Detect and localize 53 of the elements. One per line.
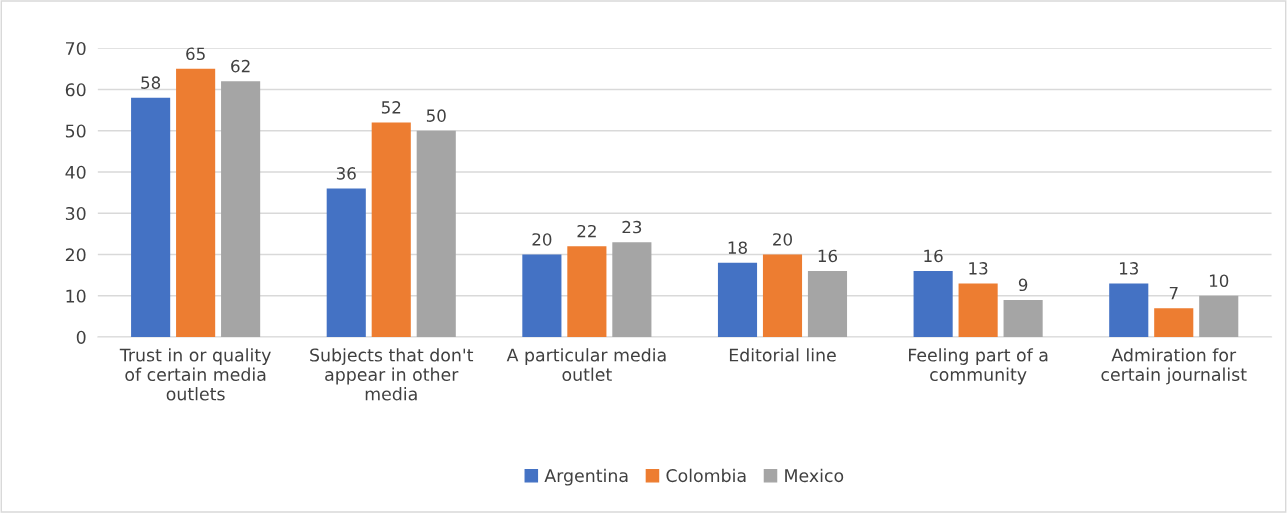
legend-label: Mexico bbox=[785, 468, 844, 483]
x-tick-label: Editorial line bbox=[729, 348, 836, 362]
legend-label: Colombia bbox=[666, 468, 746, 483]
data-label: 36 bbox=[336, 167, 356, 180]
data-label: 22 bbox=[577, 224, 596, 238]
bar bbox=[522, 254, 562, 338]
data-label: 20 bbox=[532, 233, 552, 246]
data-label: 13 bbox=[1119, 262, 1139, 275]
bar bbox=[958, 283, 998, 338]
bar bbox=[326, 188, 366, 338]
bar bbox=[416, 130, 456, 338]
y-tick-label: 50 bbox=[65, 124, 86, 138]
data-label: 16 bbox=[924, 249, 943, 263]
x-tick-label: Subjects that don't appear in other media bbox=[310, 348, 474, 401]
bar bbox=[371, 122, 411, 338]
data-label: 13 bbox=[969, 262, 988, 275]
data-label: 16 bbox=[818, 249, 838, 263]
y-tick-label: 60 bbox=[65, 83, 86, 97]
bar bbox=[1003, 299, 1043, 338]
y-tick-label: 20 bbox=[65, 248, 86, 262]
data-label: 58 bbox=[141, 76, 161, 89]
bar bbox=[221, 81, 261, 338]
bar bbox=[717, 262, 758, 338]
data-label: 62 bbox=[231, 59, 250, 73]
bar bbox=[1109, 283, 1149, 338]
x-tick-label: Feeling part of a community bbox=[909, 348, 1048, 385]
data-label: 52 bbox=[381, 101, 401, 114]
bar bbox=[762, 254, 803, 338]
bar bbox=[567, 246, 607, 338]
bar bbox=[131, 97, 171, 338]
data-label: 18 bbox=[728, 241, 747, 254]
data-label: 23 bbox=[622, 220, 642, 234]
data-label: 65 bbox=[186, 47, 205, 61]
data-label: 7 bbox=[1169, 286, 1178, 300]
data-label: 10 bbox=[1209, 274, 1229, 287]
bar bbox=[913, 271, 953, 338]
data-label: 20 bbox=[773, 233, 792, 246]
x-tick-label: A particular media outlet bbox=[506, 348, 666, 382]
x-tick-label: Admiration for certain journalist bbox=[1101, 348, 1247, 385]
y-tick-label: 40 bbox=[65, 165, 86, 179]
data-label: 9 bbox=[1018, 278, 1028, 292]
bar bbox=[176, 68, 216, 338]
bar bbox=[1199, 295, 1239, 338]
x-tick-label: Trust in or quality of certain media outlets bbox=[119, 348, 271, 401]
y-tick-label: 70 bbox=[66, 41, 86, 56]
y-tick-label: 10 bbox=[66, 289, 86, 303]
data-label: 50 bbox=[426, 109, 446, 122]
bar bbox=[807, 271, 848, 338]
bar bbox=[612, 242, 652, 338]
y-tick-label: 30 bbox=[65, 206, 86, 221]
bar bbox=[1154, 308, 1194, 338]
y-tick-label: 0 bbox=[76, 330, 86, 344]
legend-label: Argentina bbox=[544, 468, 628, 486]
